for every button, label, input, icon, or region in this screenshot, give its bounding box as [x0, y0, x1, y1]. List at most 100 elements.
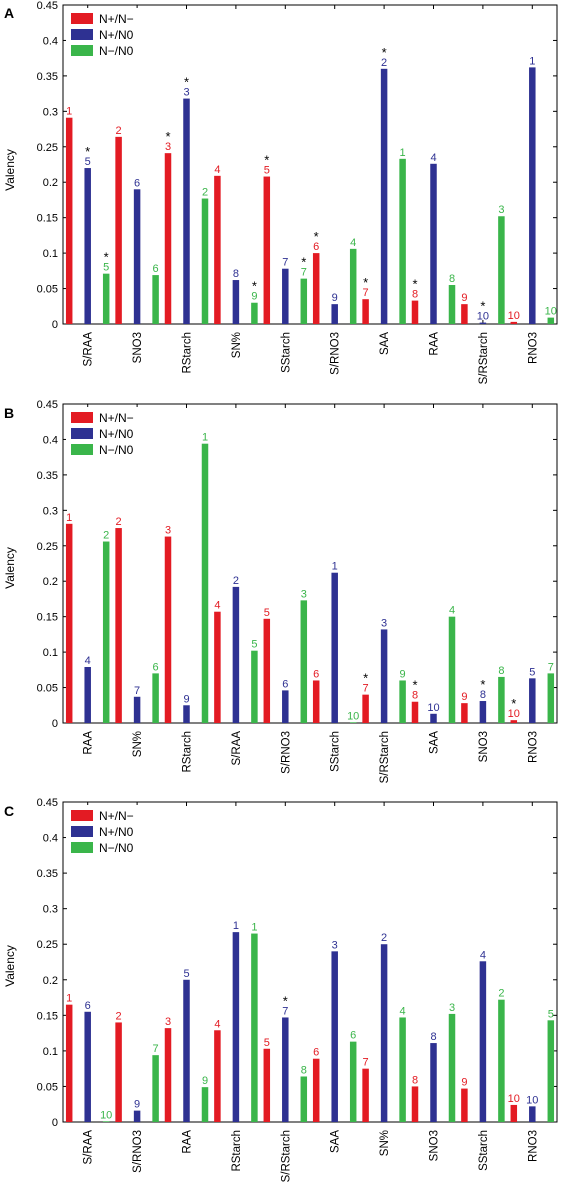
y-tick-label: 0.45: [37, 0, 58, 12]
rank-label: 1: [66, 106, 72, 118]
bar: [312, 680, 320, 723]
bar: [251, 302, 258, 324]
bar: [282, 1017, 289, 1122]
bar: [183, 98, 190, 324]
bar: [201, 1087, 209, 1122]
category-label: SAA: [379, 332, 391, 355]
legend-label: N+/N0: [99, 28, 134, 42]
bar: [349, 248, 357, 324]
bar: [510, 1104, 518, 1122]
bar: [498, 999, 505, 1122]
bar: [448, 285, 456, 324]
bar: [152, 673, 159, 723]
significance-star: *: [301, 255, 306, 270]
rank-label: 1: [66, 512, 72, 524]
legend-label: N+/N0: [99, 427, 134, 441]
category-label: S/RAA: [83, 332, 95, 367]
y-tick-label: 0.15: [37, 612, 58, 624]
bar: [331, 951, 338, 1122]
rank-label: 8: [498, 665, 504, 677]
y-tick-label: 0.4: [43, 434, 58, 446]
rank-label: 4: [214, 600, 220, 612]
bar: [380, 68, 388, 324]
legend-swatch: [71, 428, 93, 439]
bar: [102, 273, 110, 324]
y-tick-label: 0.35: [37, 470, 58, 482]
rank-label: 3: [301, 588, 307, 600]
bar: [547, 1020, 555, 1122]
rank-label: 4: [214, 1018, 220, 1030]
bar: [547, 317, 555, 324]
bar: [152, 1055, 159, 1122]
y-tick-label: 0.25: [37, 142, 58, 154]
bar: [164, 536, 172, 723]
bar: [164, 1028, 172, 1122]
y-tick-label: 0: [52, 718, 58, 730]
bar: [232, 280, 240, 324]
rank-label: 3: [449, 1002, 455, 1014]
rank-label: 4: [449, 605, 455, 617]
bar: [448, 1013, 456, 1122]
rank-label: 6: [350, 1030, 356, 1042]
rank-label: 1: [66, 993, 72, 1005]
category-label: SNO3: [478, 731, 490, 762]
rank-label: 2: [116, 1010, 122, 1022]
panel-letter-a: A: [4, 5, 14, 21]
rank-label: 10: [508, 708, 520, 720]
y-axis-label: Valency: [3, 945, 17, 987]
legend-swatch: [71, 826, 93, 837]
rank-label: 9: [461, 292, 467, 304]
rank-label: 4: [480, 949, 486, 961]
bar: [251, 933, 258, 1122]
rank-label: 4: [214, 164, 220, 176]
category-label: RNO3: [527, 1130, 539, 1162]
rank-label: 3: [498, 204, 504, 216]
category-label: RStarch: [182, 731, 194, 773]
rank-label: 1: [529, 55, 535, 67]
rank-label: 2: [381, 57, 387, 69]
rank-label: 8: [430, 1031, 436, 1043]
rank-label: 1: [202, 432, 208, 444]
bar: [115, 1022, 122, 1122]
bar: [84, 1011, 91, 1122]
legend-swatch: [71, 29, 93, 40]
panel-a: A Valency 0 0.05 0.1 0.15 0.2 0.25 0.3 0.35 0.4 0…: [3, 0, 558, 384]
rank-label: 5: [103, 262, 109, 274]
rank-label: 3: [183, 87, 189, 99]
category-label: SN%: [379, 1130, 391, 1156]
bar: [214, 1030, 221, 1122]
legend-label: N+/N−: [99, 809, 134, 823]
y-tick-label: 0.15: [37, 1010, 58, 1022]
rank-label: 5: [264, 1037, 270, 1049]
rank-label: 7: [282, 257, 288, 269]
y-tick-label: 0.05: [37, 284, 58, 296]
rank-label: 3: [381, 617, 387, 629]
bar: [411, 701, 419, 723]
rank-label: 2: [381, 932, 387, 944]
rank-label: 6: [85, 1000, 91, 1012]
bar: [300, 1076, 308, 1122]
rank-label: 4: [350, 237, 356, 249]
rank-label: 7: [363, 287, 369, 299]
significance-star: *: [363, 671, 368, 686]
rank-label: 5: [548, 1008, 554, 1020]
rank-label: 5: [264, 607, 270, 619]
category-label: S/RStarch: [280, 1130, 292, 1182]
legend-label: N+/N−: [99, 12, 134, 26]
category-label: S/RStarch: [379, 731, 391, 783]
bar: [461, 304, 468, 324]
bar: [498, 216, 505, 324]
legend: N+/N− N+/N0 N−/N0: [66, 8, 146, 62]
rank-label: 10: [347, 710, 359, 722]
rank-label: 3: [165, 525, 171, 537]
y-tick-label: 0.4: [43, 35, 58, 47]
category-label: S/RAA: [231, 731, 243, 766]
y-tick-label: 0.45: [37, 797, 58, 809]
rank-label: 10: [477, 311, 489, 323]
category-label: S/RStarch: [478, 332, 490, 384]
category-label: SAA: [330, 1130, 342, 1153]
bar: [362, 694, 369, 723]
bar: [201, 443, 209, 723]
significance-star: *: [264, 153, 269, 168]
